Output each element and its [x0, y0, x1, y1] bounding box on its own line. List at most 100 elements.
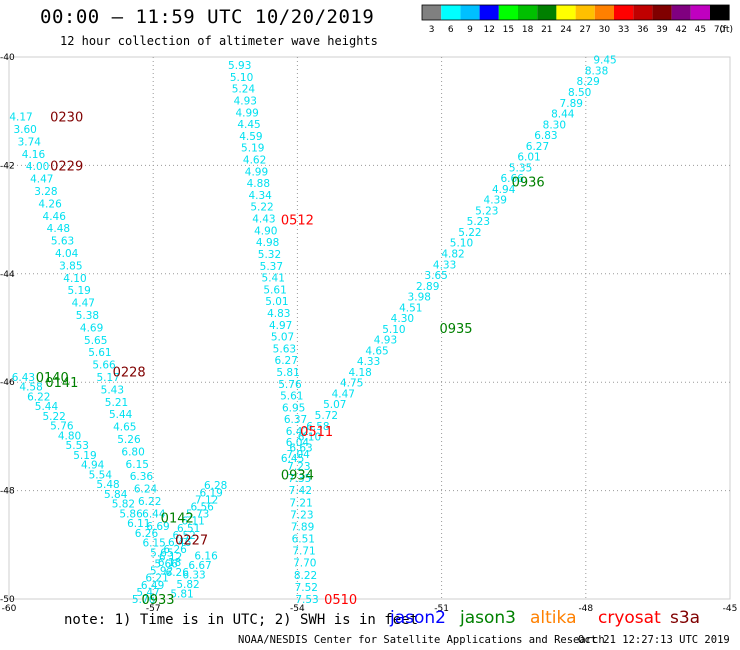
wave-height-value: 3.85	[59, 260, 82, 272]
chart-title: 00:00 – 11:59 UTC 10/20/2019	[40, 6, 375, 28]
wave-height-value: 8.29	[576, 76, 599, 88]
wave-height-value: 5.19	[241, 143, 264, 155]
wave-height-value: 5.22	[42, 411, 65, 423]
legend-swatch	[690, 5, 710, 20]
credits: NOAA/NESDIS Center for Satellite Applica…	[238, 634, 605, 646]
legend-swatch	[441, 5, 461, 20]
wave-height-value: 4.83	[267, 308, 290, 320]
x-tick-label: -60	[2, 604, 17, 614]
legend-border	[421, 4, 730, 21]
wave-height-value: 5.17	[96, 372, 119, 384]
wave-height-value: 6.95	[282, 402, 305, 414]
wave-height-value: 5.65	[84, 335, 107, 347]
wave-height-value: 5.92	[150, 566, 173, 578]
legend-swatch	[575, 5, 595, 20]
satellite-track: 5.815.826.336.676.16	[170, 551, 218, 601]
legend-swatch	[460, 5, 480, 20]
pass-time-label: 0933	[141, 593, 174, 608]
wave-height-value: 5.07	[323, 399, 346, 411]
legend-label: 15	[503, 25, 514, 35]
wave-height-value: 5.63	[273, 343, 296, 355]
wave-height-value: 6.51	[292, 534, 315, 546]
pass-time-label: 0227	[175, 533, 208, 548]
wave-height-value: 6.12	[159, 551, 182, 563]
wave-height-value: 6.51	[177, 523, 200, 535]
wave-height-value: 7.42	[289, 485, 312, 497]
wave-height-value: 4.18	[348, 367, 371, 379]
wave-height-value: 5.76	[132, 594, 156, 606]
legend-label: 70	[714, 25, 726, 35]
wave-height-value: 4.30	[391, 313, 414, 325]
wave-height-value: 5.22	[250, 202, 273, 214]
wave-height-value: 4.97	[269, 320, 292, 332]
wave-height-value: 4.04	[55, 248, 79, 260]
wave-height-value: 4.80	[58, 430, 81, 442]
wave-height-value: 5.61	[263, 284, 286, 296]
y-tick-label: -50	[0, 595, 15, 605]
wave-height-value: 7.35	[288, 473, 311, 485]
wave-height-value: 6.27	[526, 141, 549, 153]
legend-label: 45	[695, 25, 706, 35]
chart-subtitle: 12 hour collection of altimeter wave hei…	[60, 34, 378, 48]
wave-height-value: 5.10	[382, 324, 405, 336]
wave-height-value: 4.45	[237, 119, 260, 131]
wave-height-value: 7.52	[295, 582, 318, 594]
wave-height-value: 5.35	[509, 162, 532, 174]
legend-swatch	[498, 5, 518, 20]
satellite-name: s3a	[670, 608, 701, 628]
wave-height-value: 6.43	[12, 372, 35, 384]
wave-height-value: 5.10	[230, 72, 253, 84]
y-tick-label: -40	[0, 53, 15, 63]
wave-height-value: 5.81	[276, 367, 299, 379]
legend-label: 36	[637, 25, 649, 35]
legend-label: 27	[579, 25, 590, 35]
wave-height-value: 6.56	[190, 502, 214, 514]
wave-height-value: 5.61	[280, 391, 303, 403]
wave-height-value: 4.99	[235, 107, 258, 119]
wave-height-value: 6.67	[188, 560, 211, 572]
wave-height-value: 5.82	[176, 579, 199, 591]
wave-height-value: 7.23	[287, 461, 310, 473]
legend-label: 42	[675, 25, 686, 35]
wave-height-value: 5.73	[186, 509, 209, 521]
wave-height-value: 5.81	[170, 589, 193, 601]
satellite-track: 6.047.047.237.357.427.217.237.896.517.71…	[286, 437, 319, 606]
legend-label: 39	[656, 25, 668, 35]
satellite-name: jason3	[460, 608, 516, 628]
legend-label: 3	[429, 25, 435, 35]
wave-height-value: 6.24	[134, 484, 158, 496]
wave-height-value: 5.53	[66, 440, 89, 452]
wave-height-value: 5.24	[232, 84, 256, 96]
wave-height-value: 5.76	[50, 421, 74, 433]
legend-label: 30	[599, 25, 611, 35]
wave-height-value: 6.42	[286, 426, 309, 438]
wave-height-value: 6.11	[127, 518, 150, 530]
wave-height-value: 6.83	[534, 130, 557, 142]
wave-height-value: 6.46	[168, 537, 192, 549]
wave-height-value: 6.11	[181, 516, 204, 528]
pass-time-label: 0229	[50, 159, 83, 174]
wave-height-value: 2.89	[416, 281, 439, 293]
wave-height-value: 6.58	[306, 421, 329, 433]
x-tick-label: -57	[146, 604, 161, 614]
wave-height-value: 6.33	[182, 570, 205, 582]
wave-height-value: 3.98	[408, 292, 431, 304]
footer-note: note: 1) Time is in UTC; 2) SWH is in fe…	[64, 612, 419, 628]
pass-time-label: 0228	[113, 365, 146, 380]
wave-height-value: 4.47	[72, 298, 95, 310]
wave-height-value: 4.58	[19, 382, 42, 394]
wave-height-value: 4.51	[399, 302, 422, 314]
legend-swatch	[594, 5, 614, 20]
wave-height-value: 6.15	[126, 459, 149, 471]
wave-height-value: 7.89	[291, 521, 314, 533]
wave-height-value: 7.53	[295, 594, 318, 606]
pass-time-label: 0230	[50, 111, 83, 126]
wave-height-value: 5.66	[92, 360, 116, 372]
pass-time-label: 0140	[36, 371, 69, 386]
wave-height-value: 5.82	[112, 499, 135, 511]
satellite-track: 5.935.105.244.934.994.454.595.194.624.99…	[228, 60, 309, 438]
wave-height-value: 4.99	[245, 166, 268, 178]
pass-time-label: 0510	[324, 593, 357, 608]
wave-height-value: 8.38	[585, 65, 608, 77]
wave-height-value: 4.69	[80, 322, 103, 334]
